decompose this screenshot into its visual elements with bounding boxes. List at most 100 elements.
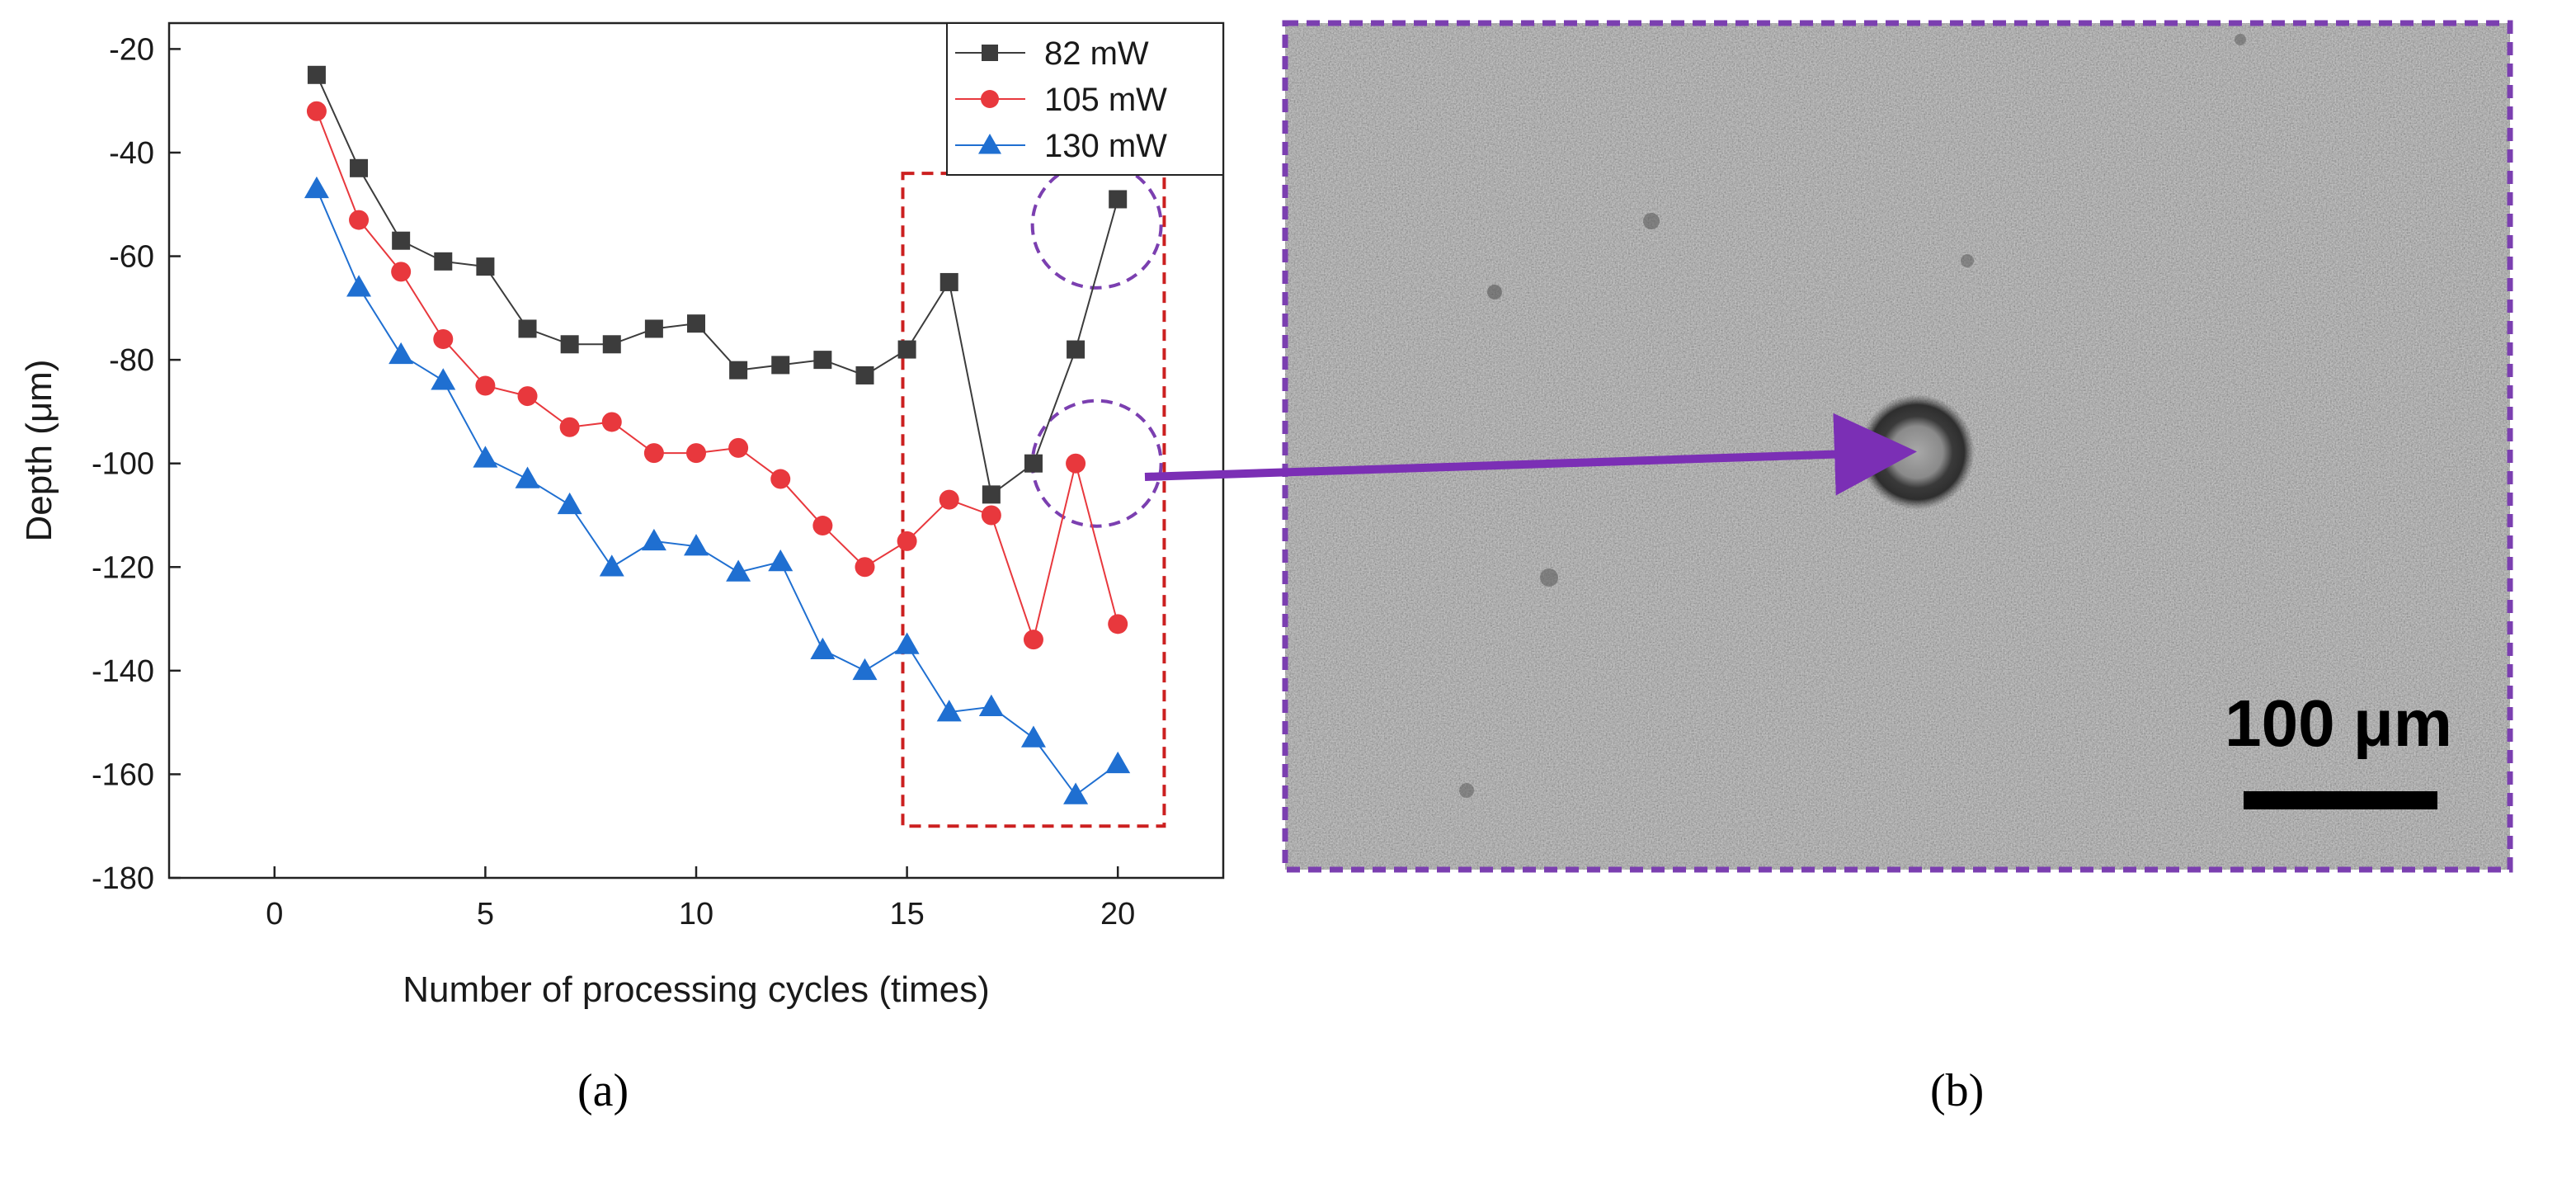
data-point-triangle <box>389 342 414 365</box>
data-point-triangle <box>599 554 624 577</box>
legend-label: 105 mW <box>1044 82 1167 118</box>
dark-speck <box>1487 285 1502 300</box>
data-point-triangle <box>431 368 456 390</box>
data-point-circle <box>643 443 664 464</box>
data-point-square <box>771 356 790 375</box>
dark-speck <box>1643 213 1660 229</box>
data-point-circle <box>601 412 622 432</box>
data-point-circle <box>433 329 454 350</box>
data-point-triangle <box>1105 751 1131 774</box>
data-point-circle <box>559 417 580 437</box>
data-point-square <box>982 45 998 61</box>
data-point-triangle <box>557 492 582 515</box>
data-point-circle <box>1108 614 1128 634</box>
x-tick-label: 0 <box>266 897 283 932</box>
scale-bar <box>2244 791 2437 809</box>
y-tick-label: -180 <box>92 861 154 896</box>
y-tick-label: -60 <box>109 240 154 275</box>
y-tick-label: -140 <box>92 654 154 689</box>
data-point-square <box>434 252 453 271</box>
x-tick-label: 20 <box>1100 897 1135 932</box>
depth-chart: -20 -40 -60 -80 -100 -120 -140 -160 -180 0 5 10 15 2… <box>19 21 1225 1010</box>
data-point-triangle <box>810 637 836 659</box>
panel-label-a: (a) <box>577 1065 629 1116</box>
data-point-circle <box>728 437 749 458</box>
y-tick-label: -40 <box>109 136 154 171</box>
data-point-triangle <box>641 528 666 551</box>
x-tick-label: 15 <box>889 897 924 932</box>
data-point-square <box>560 335 579 354</box>
data-point-circle <box>1023 630 1043 650</box>
y-tick-label: -160 <box>92 757 154 792</box>
data-point-triangle <box>978 134 1001 154</box>
data-point-square <box>1024 454 1043 473</box>
series-82-mw <box>307 65 1128 504</box>
data-point-triangle <box>726 559 751 582</box>
data-point-square <box>982 485 1001 504</box>
data-point-square <box>644 319 663 338</box>
data-point-square <box>897 340 916 359</box>
data-point-circle <box>812 516 833 536</box>
data-point-square <box>307 65 326 84</box>
series-105-mw <box>306 101 1128 650</box>
data-point-triangle <box>978 694 1004 717</box>
data-point-square <box>855 366 874 384</box>
data-point-triangle <box>304 176 329 199</box>
data-point-circle <box>475 375 496 396</box>
micrograph-panel: 100 μm <box>1282 20 2513 873</box>
data-point-circle <box>981 505 1001 526</box>
x-axis-ticks: 0 5 10 15 20 <box>266 866 1135 932</box>
legend-label: 82 mW <box>1044 35 1149 72</box>
data-point-circle <box>391 262 412 282</box>
dark-speck <box>1961 254 1974 267</box>
data-point-square <box>1109 190 1128 209</box>
data-point-circle <box>939 489 959 510</box>
dark-speck <box>1540 568 1558 587</box>
data-point-triangle <box>684 534 709 556</box>
data-point-square <box>518 319 537 338</box>
data-point-square <box>476 257 495 276</box>
y-tick-label: -100 <box>92 447 154 482</box>
data-point-circle <box>306 101 327 121</box>
data-point-triangle <box>1020 725 1046 748</box>
data-point-triangle <box>852 658 878 681</box>
data-point-circle <box>855 557 875 578</box>
dark-speck <box>2235 34 2246 45</box>
highlight-circle <box>1030 399 1163 528</box>
data-point-circle <box>349 210 370 230</box>
data-point-triangle <box>894 632 920 654</box>
legend-label: 130 mW <box>1044 128 1167 164</box>
data-point-square <box>350 158 369 177</box>
y-tick-label: -80 <box>109 343 154 378</box>
y-tick-label: -20 <box>109 32 154 67</box>
x-tick-label: 10 <box>679 897 713 932</box>
data-point-circle <box>897 531 917 551</box>
data-point-square <box>602 335 621 354</box>
data-point-circle <box>517 386 538 407</box>
data-point-square <box>1067 340 1085 359</box>
data-point-triangle <box>473 446 498 468</box>
data-point-circle <box>1066 453 1086 474</box>
data-point-triangle <box>1063 782 1089 804</box>
y-tick-label: -120 <box>92 550 154 585</box>
data-point-square <box>687 314 705 333</box>
data-point-triangle <box>515 466 540 488</box>
legend: 82 mW 105 mW 130 mW <box>946 22 1224 176</box>
micrograph-border <box>1282 20 2513 873</box>
data-point-circle <box>686 443 706 464</box>
y-axis-ticks: -20 -40 -60 -80 -100 -120 -140 -160 -180 <box>92 32 181 896</box>
series-group <box>304 65 1131 804</box>
data-point-square <box>813 351 832 370</box>
data-point-triangle <box>346 275 372 297</box>
data-point-triangle <box>768 549 794 572</box>
series-line <box>315 111 1119 643</box>
data-point-square <box>940 272 958 291</box>
data-point-triangle <box>936 700 962 722</box>
data-point-circle <box>770 469 791 489</box>
x-tick-label: 5 <box>477 897 494 932</box>
data-point-square <box>729 361 748 380</box>
highlight-box <box>901 172 1166 828</box>
link-arrow <box>1144 413 1917 496</box>
highlight-circle <box>1030 160 1163 290</box>
